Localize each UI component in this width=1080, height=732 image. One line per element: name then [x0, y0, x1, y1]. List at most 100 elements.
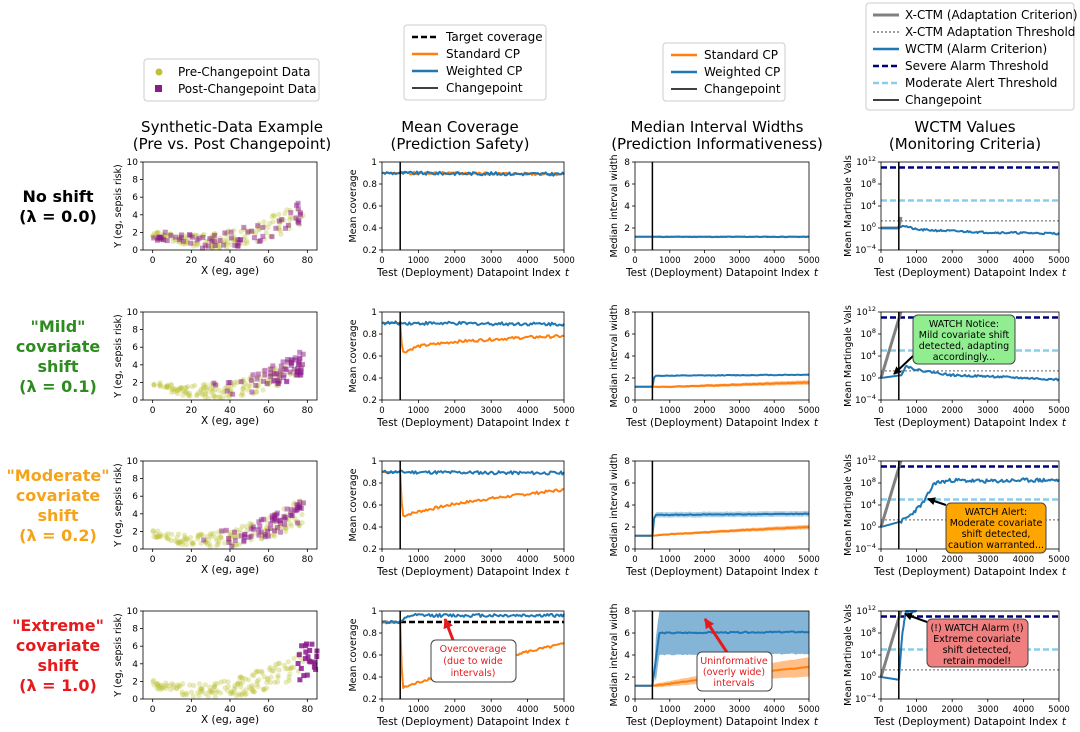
post-point: [288, 357, 294, 363]
post-point: [156, 234, 162, 240]
post-point: [187, 232, 192, 238]
pre-point: [169, 386, 175, 392]
pre-point: [214, 681, 220, 687]
y-tick-label: 4: [624, 501, 630, 511]
y-tick-label: 104: [860, 349, 876, 362]
x-axis-label: X (eg, age): [201, 564, 259, 576]
post-point: [232, 529, 238, 535]
y-tick-label: 100: [860, 520, 876, 533]
x-tick-label: 80: [302, 256, 314, 266]
x-tick-label: 4000: [763, 256, 785, 266]
y-axis-label: Mean coverage: [348, 319, 359, 392]
x-axis-label-text: Test (Deployment) Datapoint Index: [873, 566, 1058, 578]
y-tick-label: 1: [371, 457, 377, 467]
pre-point: [285, 666, 291, 672]
pre-point: [157, 687, 164, 693]
y-tick-label: 0: [132, 396, 138, 406]
post-point: [276, 381, 281, 387]
x-axis-label: Test (Deployment) Datapoint Index t: [625, 267, 819, 279]
row-label-line: covariate: [16, 337, 101, 356]
y-tick-label: 108: [860, 177, 876, 190]
legend-weighted-label: Weighted CP: [446, 64, 522, 78]
x-axis-label: Test (Deployment) Datapoint Index t: [873, 417, 1067, 429]
pre-point: [180, 681, 186, 687]
pre-point: [233, 542, 239, 548]
x-tick-label: 0: [632, 555, 637, 565]
x-tick-label: 80: [302, 705, 314, 715]
pre-changepoint-points: [150, 206, 306, 251]
pre-point: [275, 672, 281, 679]
y-tick-label: 100: [860, 670, 876, 683]
x-axis-label: Test (Deployment) Datapoint Index t: [873, 267, 1067, 279]
post-point: [200, 245, 205, 251]
post-point: [276, 373, 282, 379]
x-tick-label: 4000: [763, 406, 785, 416]
legend-target-label: Target coverage: [445, 30, 543, 44]
y-tick-label: 0.8: [363, 479, 378, 489]
legend-post-label: Post-Changepoint Data: [178, 82, 316, 96]
pre-point: [154, 680, 160, 687]
post-point: [272, 377, 278, 383]
pre-point: [189, 541, 195, 547]
weighted-cp-line: [381, 469, 565, 476]
pre-point: [150, 528, 156, 534]
pre-point: [212, 394, 218, 400]
pre-point: [259, 668, 265, 675]
pre-point: [282, 210, 288, 217]
x-axis-label-t: t: [814, 417, 819, 429]
x-tick-label: 4000: [1013, 406, 1035, 416]
y-tick-label: 10: [127, 308, 139, 318]
pre-point: [253, 669, 259, 675]
pre-point: [165, 531, 171, 537]
pre-point: [170, 238, 176, 244]
post-point: [221, 242, 226, 248]
pre-point: [244, 240, 250, 246]
pre-point: [236, 541, 242, 547]
post-point: [180, 238, 186, 244]
width-panel-0: 0 1000 2000 3000 4000 5000 0 2 4 6 8 Test (Deployme…: [609, 155, 820, 280]
pre-point: [158, 533, 164, 540]
post-point: [164, 238, 170, 244]
x-axis-label-t: t: [565, 267, 570, 279]
post-point: [294, 507, 300, 512]
pre-point: [238, 392, 244, 398]
pre-point: [151, 382, 157, 388]
post-point: [235, 237, 241, 242]
svg-text:shift detected,: shift detected,: [943, 645, 1012, 656]
pre-point: [208, 386, 214, 392]
x-tick-label: 4000: [517, 256, 539, 266]
pre-point: [275, 674, 281, 680]
x-tick-label: 5000: [798, 406, 820, 416]
pre-point: [182, 536, 189, 543]
y-tick-label: 2: [132, 378, 138, 388]
y-tick-label: 0: [132, 695, 138, 705]
post-point: [200, 235, 206, 240]
post-point: [251, 526, 257, 532]
pre-point: [186, 390, 193, 396]
x-tick-label: 20: [186, 256, 198, 266]
pre-point: [224, 393, 230, 399]
legend-wctm-label: WCTM (Alarm Criterion): [905, 42, 1047, 56]
post-point: [258, 238, 264, 244]
x-tick-label: 3000: [977, 705, 999, 715]
pre-point: [189, 383, 195, 390]
y-tick-label: 0: [624, 396, 630, 406]
y-tick-label: 10: [127, 457, 139, 467]
pre-point: [222, 540, 228, 546]
x-axis-label-t: t: [814, 267, 819, 279]
legend-changepoint-label: Changepoint: [905, 93, 982, 107]
y-tick-label: 0.2: [363, 695, 377, 705]
y-tick-label: 8: [132, 176, 138, 186]
post-point: [265, 528, 271, 534]
pre-point: [242, 691, 248, 698]
pre-point: [182, 534, 188, 541]
post-point: [255, 371, 261, 377]
pre-point: [235, 681, 241, 688]
pre-point: [265, 224, 271, 230]
pre-point: [269, 214, 275, 220]
post-point: [202, 242, 208, 248]
x-tick-label: 4000: [1013, 256, 1035, 266]
legend-changepoint-label: Changepoint: [704, 82, 781, 96]
pre-point: [183, 542, 189, 548]
post-point: [261, 378, 266, 384]
